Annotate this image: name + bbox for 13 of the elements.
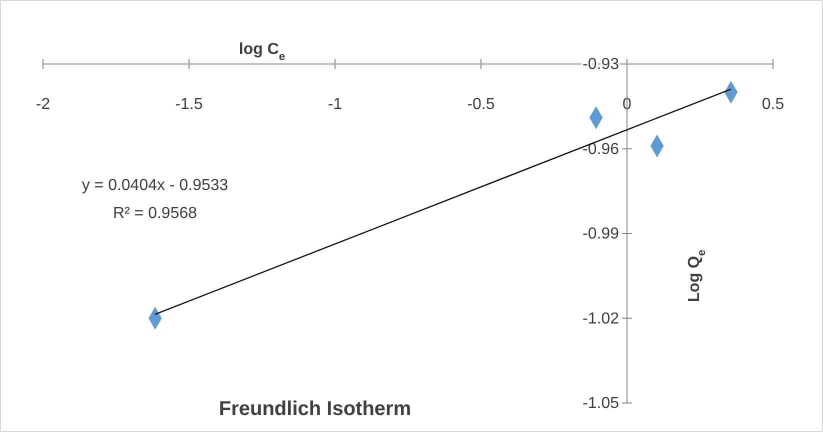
- annotation: R² = 0.9568: [112, 205, 198, 222]
- x-tick-label: -2: [36, 96, 50, 113]
- y-tick-label: -1.02: [582, 310, 620, 328]
- x-tick-label: -0.5: [467, 96, 495, 113]
- x-tick-label: -1.5: [175, 96, 203, 113]
- annotation: y = 0.0404x - 0.9533: [82, 177, 228, 194]
- y-tick-label: -0.96: [582, 140, 620, 158]
- x-tick-label: 0.5: [762, 96, 784, 113]
- x-tick-label: -1: [328, 96, 342, 113]
- y-tick-label: -1.05: [582, 395, 620, 412]
- x-axis-title: log C$_{e}$: [238, 41, 286, 63]
- y-tick-label: -0.99: [582, 226, 620, 242]
- text: Freundlich Isotherm: [218, 398, 412, 420]
